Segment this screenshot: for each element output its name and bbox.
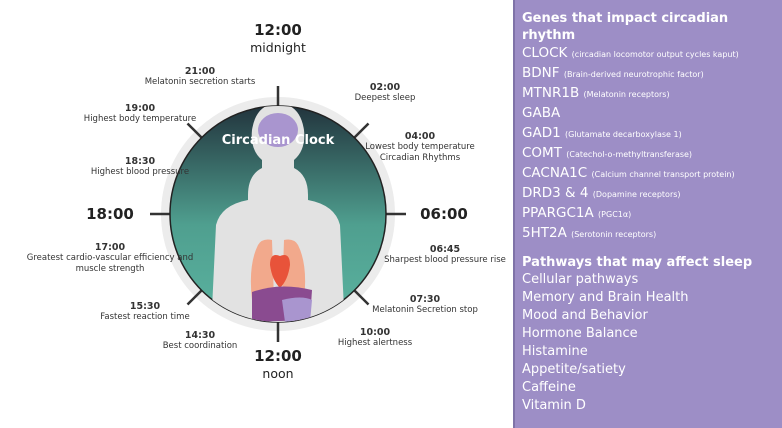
pathways-heading: Pathways that may affect sleep <box>522 255 753 270</box>
hour-right: 06:00 <box>420 205 468 223</box>
gene-item: CACNA1C (Calcium channel transport prote… <box>522 164 782 184</box>
pathway-item: Vitamin D <box>522 398 586 413</box>
event-text: Highest body temperature <box>83 114 197 124</box>
gene-desc: (Melatonin receptors) <box>583 90 670 99</box>
clock-title: Circadian Clock <box>222 133 335 148</box>
clock-event: 06:45 Sharpest blood pressure rise <box>370 244 520 266</box>
gene-item: GABA <box>522 104 782 124</box>
event-time: 17:00 <box>94 242 126 253</box>
event-text: Deepest sleep <box>354 93 416 103</box>
gene-item: BDNF (Brain-derived neurotrophic factor) <box>522 64 782 84</box>
gene-name: CLOCK <box>522 45 568 61</box>
hour-top: 12:00 midnight <box>250 21 306 56</box>
event-time: 15:30 <box>129 301 161 312</box>
gene-item: GAD1 (Glutamate decarboxylase 1) <box>522 124 782 144</box>
heart-icon <box>270 255 290 288</box>
gene-name: CACNA1C <box>522 165 588 181</box>
event-time: 07:30 <box>409 294 441 305</box>
gene-name: BDNF <box>522 65 560 81</box>
event-text: Best coordination <box>162 341 238 351</box>
event-text: Sharpest blood pressure rise <box>384 255 506 265</box>
gene-name: 5HT2A <box>522 225 567 241</box>
event-text: Highest alertness <box>337 338 413 348</box>
gene-name: MTNR1B <box>522 85 580 101</box>
pathway-item: Caffeine <box>522 380 576 395</box>
body-illustration <box>211 106 345 322</box>
hour-bottom: 12:00 noon <box>254 347 302 382</box>
clock-event: 15:30 Fastest reaction time <box>70 301 220 323</box>
gene-item: COMT (Catechol-o-methyltransferase) <box>522 144 782 164</box>
pathway-item: Mood and Behavior <box>522 308 648 323</box>
clock-event: 14:30 Best coordination <box>125 330 275 352</box>
event-time: 10:00 <box>359 327 391 338</box>
gene-desc: (Serotonin receptors) <box>571 230 657 239</box>
event-time: 19:00 <box>124 103 156 114</box>
gene-name: GAD1 <box>522 125 561 141</box>
gene-name: PPARGC1A <box>522 205 594 221</box>
clock-event: 17:00 Greatest cardio-vascular efficiency… <box>20 242 200 275</box>
event-time: 02:00 <box>369 82 401 93</box>
pathway-item: Hormone Balance <box>522 326 638 341</box>
event-text: Melatonin Secretion stop <box>372 305 478 315</box>
circadian-clock-graphic: Circadian Clock <box>150 86 406 342</box>
event-text: Highest blood pressure <box>90 167 190 177</box>
genes-heading: Genes that impact circadian rhythm <box>522 11 729 43</box>
gene-desc: (Dopamine receptors) <box>592 190 681 199</box>
gene-desc: (PGC1α) <box>598 210 632 219</box>
clock-event: 21:00 Melatonin secretion starts <box>125 66 275 88</box>
event-text: Greatest cardio-vascular efficiency and … <box>26 253 194 274</box>
gene-desc: (Brain-derived neurotrophic factor) <box>563 70 704 79</box>
pathway-item: Histamine <box>522 344 588 359</box>
event-text: Lowest body temperature Circadian Rhythm… <box>365 142 475 163</box>
hour-left: 18:00 <box>86 205 134 223</box>
gene-desc: (Calcium channel transport protein) <box>591 170 735 179</box>
pathway-item: Cellular pathways <box>522 272 639 287</box>
clock-event: 18:30 Highest blood pressure <box>65 156 215 178</box>
gene-desc: (Catechol-o-methyltransferase) <box>566 150 693 159</box>
clock-event: 02:00 Deepest sleep <box>310 82 460 104</box>
brain-icon <box>258 113 298 147</box>
event-time: 21:00 <box>184 66 216 77</box>
event-text: Fastest reaction time <box>100 312 190 322</box>
pathway-item: Appetite/satiety <box>522 362 626 377</box>
genes-panel: Genes that impact circadian rhythm CLOCK… <box>513 0 782 428</box>
gene-item: MTNR1B (Melatonin receptors) <box>522 84 782 104</box>
clock-event: 04:00 Lowest body temperature Circadian R… <box>345 131 495 164</box>
lungs-icon <box>250 239 306 300</box>
pathway-item: Memory and Brain Health <box>522 290 689 305</box>
event-time: 04:00 <box>404 131 436 142</box>
gene-name: GABA <box>522 105 561 121</box>
gene-item: PPARGC1A (PGC1α) <box>522 204 782 224</box>
gene-item: CLOCK (circadian locomotor output cycles… <box>522 44 782 64</box>
clock-event: 07:30 Melatonin Secretion stop <box>350 294 500 316</box>
clock-event: 19:00 Highest body temperature <box>65 103 215 125</box>
event-time: 14:30 <box>184 330 216 341</box>
gene-desc: (Glutamate decarboxylase 1) <box>564 130 682 139</box>
gene-item: DRD3 & 4 (Dopamine receptors) <box>522 184 782 204</box>
gene-name: DRD3 & 4 <box>522 185 589 201</box>
gene-desc: (circadian locomotor output cycles kaput… <box>571 50 739 59</box>
event-time: 18:30 <box>124 156 156 167</box>
event-text: Melatonin secretion starts <box>144 77 256 87</box>
gene-name: COMT <box>522 145 562 161</box>
clock-event: 10:00 Highest alertness <box>300 327 450 349</box>
event-time: 06:45 <box>429 244 461 255</box>
gene-item: 5HT2A (Serotonin receptors) <box>522 224 782 244</box>
